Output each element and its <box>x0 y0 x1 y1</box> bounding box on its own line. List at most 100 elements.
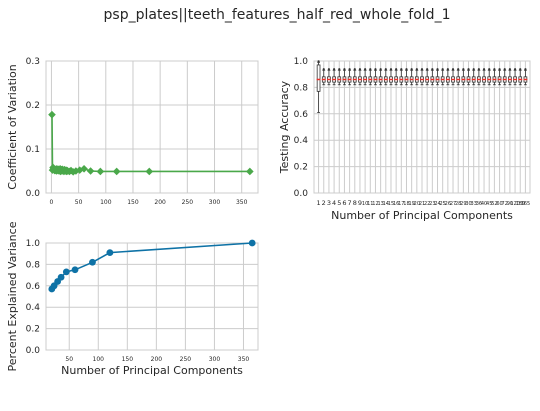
acc-xtick-label: 72 <box>502 201 508 207</box>
var-ytick-label: 0.6 <box>26 282 41 292</box>
cv-xtick-label: 0 <box>50 199 54 206</box>
acc-xlabel: Number of Principal Components <box>331 209 513 222</box>
acc-flier <box>405 68 408 71</box>
var-xtick-label: 250 <box>180 356 192 363</box>
cv-point <box>246 167 254 176</box>
acc-xtick-label: 16 <box>393 201 399 207</box>
cv-xtick-label: 200 <box>154 199 166 206</box>
acc-xtick-label: 29 <box>460 201 466 207</box>
accuracy-chart: 0.00.20.40.60.81.01 2 3 4 5 6 7 8 9 1011121314151… <box>278 57 531 222</box>
cv-frame <box>45 60 259 194</box>
acc-ytick-label: 0.6 <box>294 110 309 120</box>
var-xtick-label: 200 <box>151 356 163 363</box>
acc-flier <box>436 68 439 71</box>
acc-flier <box>441 68 444 71</box>
variance-chart: 0.0 0.2 0.4 0.6 0.8 1.0 50 100 150 200 250 300 350 Pe… <box>6 221 259 377</box>
acc-flier <box>482 68 486 71</box>
acc-flier <box>364 68 367 71</box>
acc-flier <box>410 68 413 71</box>
acc-box <box>316 64 321 92</box>
var-xtick-label: 350 <box>238 356 250 363</box>
acc-xtick-label: 14 <box>383 201 389 207</box>
acc-ytick-label: 1.0 <box>294 57 309 67</box>
cv-point <box>86 167 95 175</box>
var-point <box>248 239 256 247</box>
figure-title: psp_plates||teeth_features_half_red_whol… <box>104 7 451 23</box>
acc-flier <box>322 68 325 71</box>
acc-xtick-label: 22 <box>424 201 430 207</box>
var-ytick-label: 0.4 <box>26 303 41 313</box>
var-xtick-label: 150 <box>122 356 134 363</box>
acc-flier <box>431 68 434 71</box>
acc-flier <box>415 68 418 71</box>
acc-xtick-label: 4 <box>332 199 336 207</box>
cv-ytick-label: 0.2 <box>26 101 40 111</box>
cv-xtick-label: 50 <box>75 199 83 206</box>
cv-xtick-label: 100 <box>100 199 112 206</box>
acc-xtick-label: 21 <box>419 201 425 207</box>
var-ytick-label: 0.0 <box>26 346 41 356</box>
acc-xtick-label: 1 <box>317 199 321 207</box>
acc-xtick-label: 15 <box>388 201 394 207</box>
acc-xtick-label: 20 <box>414 201 420 207</box>
acc-xtick-label: 5 <box>337 199 341 207</box>
acc-flier <box>389 68 393 71</box>
acc-xtick-label: 45 <box>486 201 492 207</box>
acc-flier <box>369 68 372 71</box>
acc-flier <box>426 68 429 71</box>
acc-xtick-label: 120 <box>510 201 520 207</box>
cv-point <box>96 167 105 176</box>
var-ylabel: Percent Explained Variance <box>6 221 19 371</box>
var-point <box>57 273 65 281</box>
acc-flier <box>338 68 341 71</box>
acc-flier <box>317 60 320 63</box>
acc-flier <box>343 68 346 71</box>
acc-xtick-label: 24 <box>434 201 440 207</box>
cv-xtick-label: 150 <box>127 199 139 206</box>
var-ytick-label: 0.2 <box>26 325 40 335</box>
acc-flier <box>395 68 398 71</box>
acc-flier <box>498 68 501 71</box>
cv-xtick-label: 250 <box>182 199 194 206</box>
var-point <box>89 258 96 266</box>
acc-flier <box>384 68 387 71</box>
acc-flier <box>451 68 455 71</box>
acc-xtick-label: 180 <box>515 201 525 207</box>
acc-xtick-label: 19 <box>408 201 414 207</box>
var-xlabel: Number of Principal Components <box>61 364 243 377</box>
acc-xtick-label: 52 <box>491 201 497 207</box>
acc-flier <box>327 68 331 71</box>
acc-xtick-label: 10 <box>362 201 368 207</box>
acc-flier <box>446 68 449 71</box>
var-frame <box>45 242 259 351</box>
acc-xtick-label: 13 <box>377 201 383 207</box>
cv-ylabel: Coefficient of Variation <box>6 64 19 189</box>
acc-flier <box>379 68 382 71</box>
acc-flier <box>374 68 377 71</box>
cv-chart: 0.0 0.1 0.2 0.3 0 50 100 150 200 250 300 350 Coeffic… <box>6 57 259 206</box>
cv-ytick-label: 0.1 <box>26 145 40 155</box>
acc-ytick-label: 0.8 <box>294 83 309 93</box>
var-point <box>106 249 114 257</box>
cv-ytick-label: 0.3 <box>26 57 40 67</box>
acc-flier <box>420 68 424 71</box>
acc-xtick-label: 40 <box>481 201 487 207</box>
acc-flier <box>519 68 522 71</box>
acc-ytick-label: 0.4 <box>294 136 309 146</box>
acc-flier <box>462 68 465 71</box>
acc-xtick-label: 26 <box>445 201 451 207</box>
acc-xtick-label: 18 <box>403 201 409 207</box>
acc-flier <box>332 68 336 71</box>
acc-xtick-label: 6 <box>342 199 346 207</box>
cv-point <box>80 165 88 173</box>
var-xtick-label: 300 <box>209 356 221 363</box>
acc-flier <box>524 68 527 71</box>
acc-xtick-label: 2 <box>322 199 326 207</box>
acc-flier <box>508 68 512 71</box>
acc-xtick-label: 30 <box>465 201 471 207</box>
var-point <box>62 268 70 276</box>
acc-ytick-label: 0.0 <box>294 189 309 199</box>
acc-flier <box>348 68 351 71</box>
acc-xtick-label: 365 <box>521 201 531 207</box>
